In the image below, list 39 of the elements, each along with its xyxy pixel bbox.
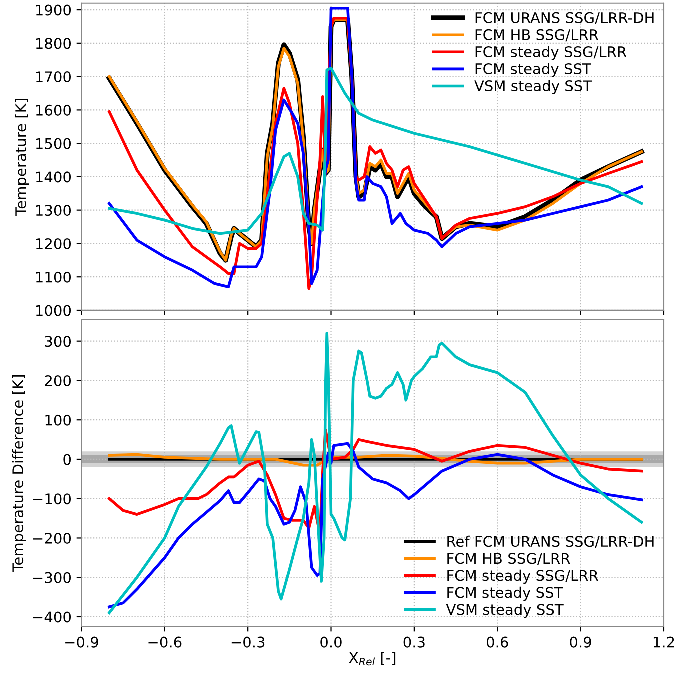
legend-label: FCM steady SSG/LRR [476,46,627,60]
y-axis-title: Temperature Difference [K] [12,376,26,572]
x-tick-label: −0.6 [148,636,182,648]
x-tick-label: −0.9 [66,636,98,648]
x-tick-label: 1.2 [654,636,674,648]
legend-label: FCM HB SSG/LRR [448,553,570,566]
y-axis-title: Temperature [K] [15,99,30,216]
y-tick-label: 200 [45,375,72,386]
y-tick-label: 1300 [36,205,72,216]
y-tick-label: 1000 [36,305,72,316]
legend-label: FCM steady SST [448,586,564,602]
x-tick-label: 0.6 [486,636,508,648]
y-tick-label: −400 [33,612,72,623]
legend-label: FCM URANS SSG/LRR-DH [476,12,654,25]
y-tick-label: 1800 [36,38,72,50]
x-tick-label: 0.0 [320,636,342,648]
y-tick-label: 1200 [36,238,72,250]
y-tick-label: 300 [45,336,72,348]
y-tick-label: 1900 [36,4,72,16]
x-axis-title: X$_{Rel}$ [-] [349,652,396,666]
y-tick-label: 1100 [36,272,72,283]
y-tick-label: −200 [33,532,72,544]
legend-label: FCM HB SSG/LRR [476,29,599,42]
legend-label: VSM steady SST [446,604,564,618]
y-tick-label: −300 [33,572,72,584]
x-tick-label: 0.9 [570,636,592,648]
y-tick-label: 1600 [36,104,72,116]
x-tick-label: 0.3 [404,636,425,648]
y-tick-label: 100 [46,414,72,426]
y-tick-label: 1500 [36,138,72,150]
y-tick-label: 1400 [36,172,72,183]
legend-label: FCM steady SSG/LRR [448,570,598,584]
y-tick-label: 0 [64,454,72,466]
y-tick-label: −100 [33,494,72,505]
legend-label: VSM steady SST [474,80,592,94]
legend-label: FCM steady SST [476,63,592,78]
y-tick-label: 1700 [36,72,72,83]
x-tick-label: −0.3 [232,636,265,648]
legend-label: Ref FCM URANS SSG/LRR-DH [448,536,654,548]
